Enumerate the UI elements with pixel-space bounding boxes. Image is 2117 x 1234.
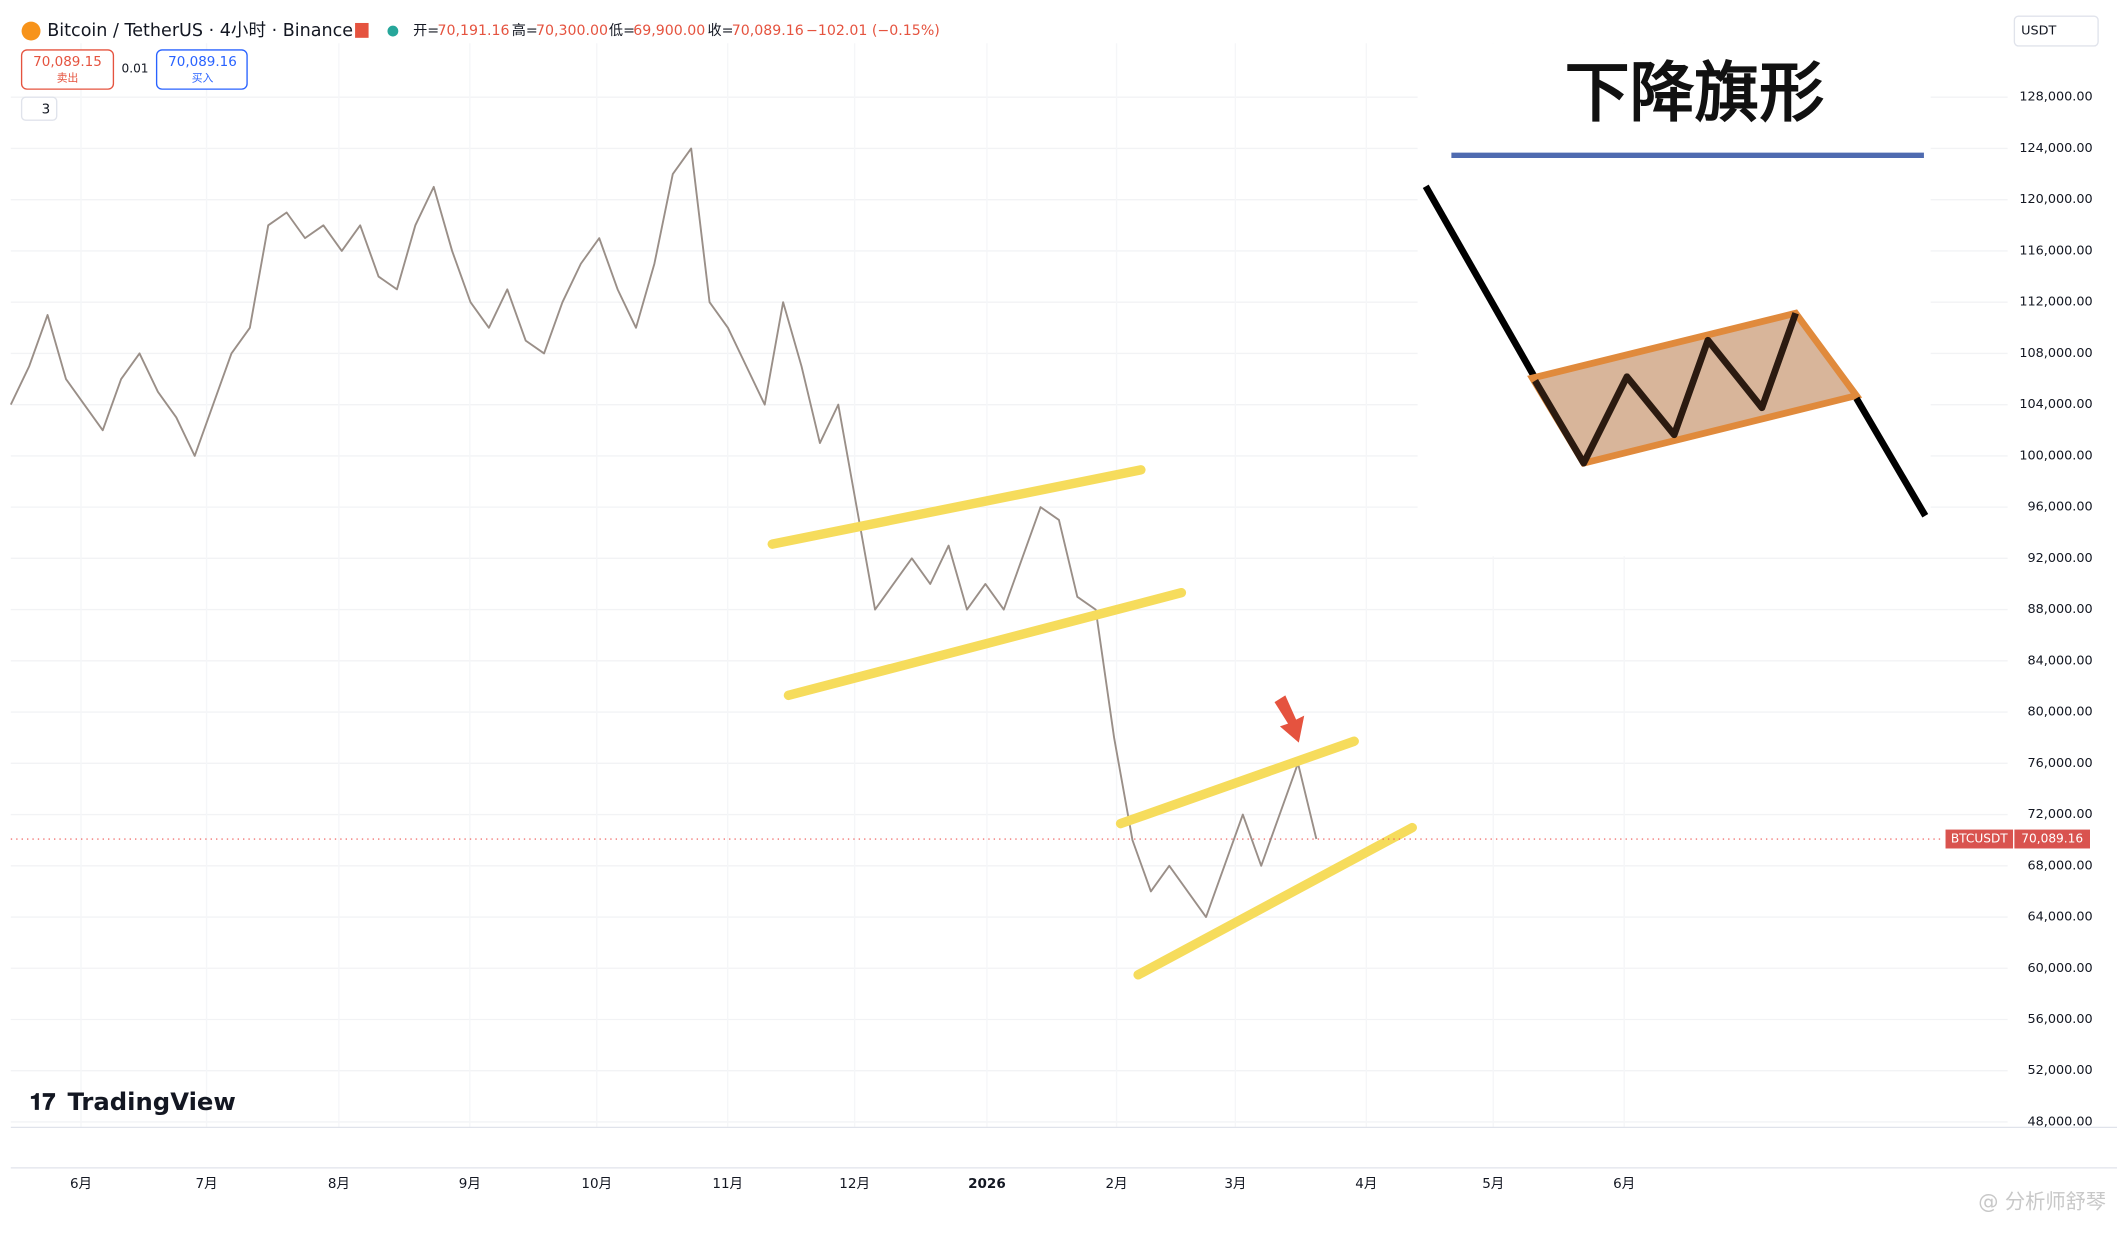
sell-price: 70,089.15 — [33, 54, 102, 70]
x-tick-label: 10月 — [581, 1176, 612, 1192]
grid — [10, 43, 2008, 1128]
currency: USDT — [2021, 24, 2056, 39]
brand: TradingView — [68, 1087, 236, 1116]
zigzag — [1532, 312, 1799, 467]
trend-lines — [767, 465, 1417, 980]
ohlc-label: 低= — [609, 23, 635, 39]
indicator-count: 3 — [42, 101, 51, 117]
price-tag: 70,089.16 — [2021, 832, 2083, 846]
status-dot — [387, 25, 399, 37]
y-tick-label: 68,000.00 — [2027, 858, 2092, 873]
ohlc-value: 70,300.00 — [536, 23, 608, 39]
y-tick-label: 52,000.00 — [2027, 1063, 2092, 1078]
x-tick-label: 2026 — [968, 1176, 1006, 1192]
ohlc-value: 70,089.16 — [732, 23, 804, 39]
sell-label: 卖出 — [57, 70, 79, 84]
y-tick-label: 108,000.00 — [2019, 346, 2092, 361]
y-tick-label: 124,000.00 — [2019, 141, 2092, 156]
x-tick-label: 11月 — [712, 1176, 743, 1192]
x-tick-label: 4月 — [1355, 1176, 1377, 1192]
y-tick-label: 48,000.00 — [2027, 1114, 2092, 1129]
y-tick-label: 64,000.00 — [2027, 910, 2092, 925]
y-tick-label: 128,000.00 — [2019, 90, 2092, 105]
ohlc-label: 开= — [413, 23, 439, 39]
spread: 0.01 — [121, 61, 148, 75]
x-tick-label: 9月 — [459, 1176, 481, 1192]
y-tick-label: 112,000.00 — [2019, 295, 2092, 310]
symbol: Bitcoin / TetherUS · 4小时 · Binance — [47, 21, 353, 41]
y-tick-label: 104,000.00 — [2019, 397, 2092, 412]
y-tick-label: 96,000.00 — [2027, 500, 2092, 515]
flag-icon — [355, 22, 369, 38]
x-tick-label: 3月 — [1224, 1176, 1246, 1192]
y-tick-label: 72,000.00 — [2027, 807, 2092, 822]
brand-logo: 𝟏𝟕 — [30, 1090, 56, 1116]
watermark: @ 分析师舒琴 — [1978, 1189, 2106, 1213]
x-tick-label: 8月 — [328, 1176, 350, 1192]
y-tick-label: 120,000.00 — [2019, 192, 2092, 207]
x-tick-label: 7月 — [196, 1176, 218, 1192]
ohlc-value: 69,900.00 — [633, 23, 705, 39]
ohlc-value: 70,191.16 — [437, 23, 509, 39]
trend-line — [783, 587, 1187, 701]
x-tick-label: 2月 — [1106, 1176, 1128, 1192]
y-tick-label: 56,000.00 — [2027, 1012, 2092, 1027]
price-series — [9, 147, 1318, 918]
trend-line — [767, 465, 1146, 549]
inset-line — [1853, 396, 1929, 518]
x-tick-label: 6月 — [70, 1176, 92, 1192]
buy-label: 买入 — [192, 71, 214, 84]
inset-line — [1422, 184, 1539, 380]
y-tick-label: 80,000.00 — [2027, 705, 2092, 720]
inset-title: 下降旗形 — [1565, 56, 1824, 131]
ohlc-label: 收= — [707, 23, 733, 39]
x-tick-label: 6月 — [1613, 1176, 1635, 1192]
trend-line — [1133, 822, 1417, 980]
currency-button[interactable] — [2013, 15, 2099, 47]
y-tick-label: 92,000.00 — [2027, 551, 2092, 566]
y-tick-label: 60,000.00 — [2027, 961, 2092, 976]
x-axis: 6月 7月 8月 9月 10月 11月 12月 2026 2月 3月 4月 5月 6月 — [70, 1176, 1635, 1192]
symbol-tag: BTCUSDT — [1951, 832, 2008, 846]
x-tick-label: 12月 — [839, 1176, 870, 1192]
x-tick-label: 5月 — [1482, 1176, 1504, 1192]
inset — [1417, 43, 1931, 557]
coin-icon — [21, 21, 41, 41]
symbol-tag-bg — [1945, 829, 2014, 849]
y-tick-label: 76,000.00 — [2027, 756, 2092, 771]
trend-line — [1115, 736, 1359, 829]
y-tick-label: 116,000.00 — [2019, 243, 2092, 258]
arrow — [1274, 695, 1305, 743]
y-tick-label: 88,000.00 — [2027, 602, 2092, 617]
buy-price: 70,089.16 — [168, 54, 237, 70]
buy-button[interactable] — [155, 49, 248, 90]
y-tick-label: 84,000.00 — [2027, 653, 2092, 668]
y-tick-label: 100,000.00 — [2019, 448, 2092, 463]
indicator-toggle[interactable] — [20, 96, 58, 121]
change: −102.01 (−0.15%) — [806, 23, 940, 39]
price-tag-bg — [2014, 829, 2090, 849]
price-line — [9, 147, 1318, 918]
sell-button[interactable] — [20, 49, 115, 90]
ohlc-label: 高= — [512, 22, 538, 39]
